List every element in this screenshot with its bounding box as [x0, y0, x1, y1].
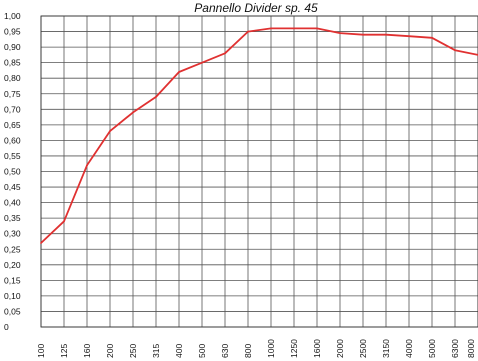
data-point [155, 95, 157, 98]
x-tick-label: 1250 [289, 339, 299, 358]
x-tick-label: 1600 [312, 339, 322, 358]
plot-frame [40, 15, 478, 328]
data-point [109, 130, 111, 132]
x-tick-label: 315 [151, 344, 161, 358]
y-tick-label: 0,55 [4, 151, 21, 161]
x-tick-label: 100 [36, 344, 46, 358]
x-tick-label: 3150 [381, 339, 391, 358]
data-point [362, 33, 364, 36]
y-tick-label: 0,30 [4, 229, 21, 239]
y-tick-label: 0,45 [4, 182, 21, 192]
y-tick-label: 0,75 [4, 89, 21, 99]
x-tick-label: 2500 [358, 339, 368, 358]
data-point [431, 36, 433, 39]
chart-title: Pannello Divider sp. 45 [194, 1, 318, 15]
data-point [408, 35, 410, 38]
data-point [86, 164, 88, 167]
y-tick-label: 0,10 [4, 291, 21, 301]
data-point [40, 242, 42, 244]
x-tick-label: 250 [128, 344, 138, 358]
y-tick-label: 0,05 [4, 306, 21, 316]
x-tick-label: 800 [243, 344, 253, 358]
y-tick-label: 0,25 [4, 244, 21, 254]
data-point [316, 27, 318, 30]
x-tick-label: 500 [197, 344, 207, 358]
x-tick-label: 400 [174, 344, 184, 358]
y-tick-label: 0,90 [4, 42, 21, 52]
y-tick-label: 0,20 [4, 260, 21, 270]
x-tick-label: 6300 [450, 339, 460, 358]
data-point [63, 220, 65, 223]
x-axis-tick-labels: 100 125 160 200 250 315 400 500 630 800 1000 1250 16… [36, 339, 476, 358]
x-tick-label: 160 [82, 344, 92, 358]
series-group [40, 27, 478, 244]
data-point [385, 33, 387, 36]
y-tick-label: 1,00 [4, 11, 21, 21]
series-line [40, 27, 478, 244]
x-tick-label: 4000 [404, 339, 414, 358]
y-tick-label: 0 [4, 322, 9, 332]
y-tick-label: 0,40 [4, 198, 21, 208]
data-point [339, 32, 341, 35]
grid [40, 15, 478, 328]
x-tick-label: 5000 [427, 339, 437, 358]
x-tick-label: 2000 [335, 339, 345, 358]
data-point [132, 111, 134, 114]
y-tick-label: 0,65 [4, 120, 21, 130]
data-point [293, 27, 295, 30]
data-point [224, 52, 226, 55]
y-tick-label: 0,85 [4, 58, 21, 68]
x-tick-label: 630 [220, 344, 230, 358]
x-tick-label: 8000 [466, 339, 476, 358]
y-tick-label: 0,50 [4, 167, 21, 177]
x-tick-label: 1000 [266, 339, 276, 358]
y-tick-label: 0,95 [4, 27, 21, 37]
x-tick-label: 200 [105, 344, 115, 358]
data-point [454, 49, 456, 52]
y-tick-label: 0,35 [4, 213, 21, 223]
y-tick-label: 0,60 [4, 135, 21, 145]
y-tick-label: 0,15 [4, 275, 21, 285]
y-axis-tick-labels: 1,00 0,95 0,90 0,85 0,80 0,75 0,70 0,65 0,60 0,55… [4, 11, 21, 332]
data-point [247, 30, 249, 33]
y-tick-label: 0,80 [4, 73, 21, 83]
data-point [178, 71, 180, 73]
x-tick-label: 125 [59, 344, 69, 358]
data-point [201, 61, 203, 64]
y-tick-label: 0,70 [4, 104, 21, 114]
data-point [270, 27, 272, 30]
